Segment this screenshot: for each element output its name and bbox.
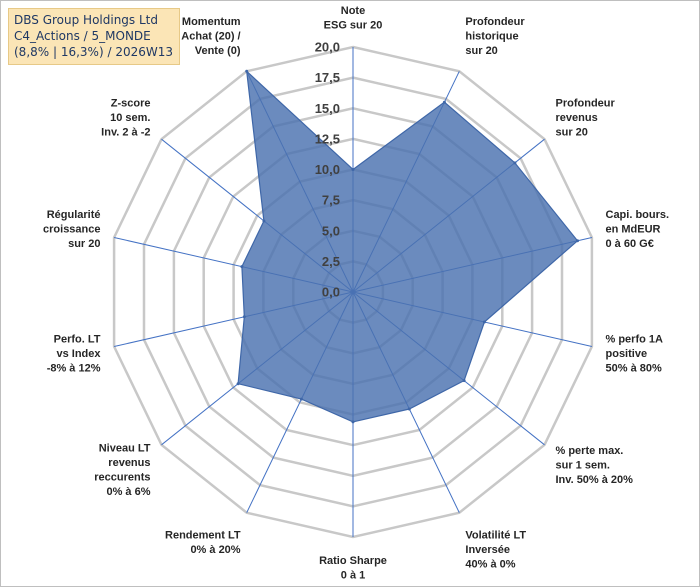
tick-label: 15,0 (315, 101, 340, 116)
axis-label-line: Momentum (182, 16, 241, 28)
axis-label: Perfo. LT vs Index -8% à 12% (47, 333, 102, 374)
tick-label: 2,5 (322, 254, 340, 269)
axis-label: Rendement LT 0% à 20% (165, 529, 241, 556)
data-point (482, 320, 486, 324)
data-point (236, 382, 240, 386)
radar-axis-labels: Note ESG sur 20 Profondeur historique sur 20… (43, 5, 669, 582)
data-point (576, 239, 579, 243)
axis-label-line: 10 sem. (110, 112, 150, 124)
axis-label-line: Volatilité LT (465, 529, 526, 541)
axis-label-line: Z-score (111, 98, 151, 110)
axis-label: Volatilité LT Inversée 40% à 0% (465, 529, 526, 570)
tick-label: 12,5 (315, 131, 340, 146)
axis-label-line: Perfo. LT (54, 333, 101, 345)
data-point (442, 100, 446, 104)
data-point (245, 69, 249, 73)
axis-label-line: sur 1 sem. (556, 460, 610, 472)
axis-label-line: revenus (556, 112, 598, 124)
axis-label-line: Capi. bours. (606, 209, 670, 221)
axis-label-line: 0% à 6% (106, 486, 150, 498)
chart-title-box: DBS Group Holdings Ltd C4_Actions / 5_MO… (8, 8, 180, 65)
axis-label-line: Rendement LT (165, 529, 241, 541)
axis-label-line: 0 à 1 (341, 570, 365, 582)
axis-label: Niveau LT revenus reccurents 0% à 6% (94, 442, 151, 498)
axis-label-line: Note (341, 5, 365, 17)
axis-label-line: % perte max. (556, 445, 624, 457)
data-point (299, 397, 303, 401)
axis-label: % perte max. sur 1 sem. Inv. 50% à 20% (556, 445, 634, 486)
tick-label: 7,5 (322, 193, 340, 208)
axis-label-line: Inv. 50% à 20% (556, 474, 634, 486)
radar-series (236, 69, 579, 424)
axis-label: Capi. bours. en MdEUR 0 à 60 G€ (606, 209, 670, 250)
tick-label: 20,0 (315, 40, 340, 55)
axis-label-line: 40% à 0% (465, 558, 515, 570)
axis-label-line: Profondeur (465, 16, 525, 28)
axis-label-line: Profondeur (556, 98, 616, 110)
data-point (262, 219, 266, 223)
axis-label-line: positive (606, 348, 648, 360)
axis-label-line: sur 20 (68, 238, 100, 250)
data-point (351, 420, 355, 424)
data-point (240, 265, 244, 269)
axis-label-line: Inversée (465, 544, 510, 556)
axis-label-line: ESG sur 20 (324, 20, 383, 32)
axis-label-line: Vente (0) (195, 45, 241, 57)
axis-label-line: % perfo 1A (606, 333, 664, 345)
axis-label-line: -8% à 12% (47, 362, 101, 374)
axis-label: % perfo 1A positive 50% à 80% (606, 333, 664, 374)
data-point (462, 379, 466, 383)
tick-label: 10,0 (315, 162, 340, 177)
axis-label-line: revenus (108, 457, 150, 469)
axis-label: Profondeur historique sur 20 (465, 16, 525, 57)
axis-label-line: Ratio Sharpe (319, 555, 387, 567)
axis-label-line: 50% à 80% (606, 362, 662, 374)
axis-label-line: sur 20 (465, 45, 497, 57)
axis-label-line: en MdEUR (606, 224, 661, 236)
axis-label: Note ESG sur 20 (324, 5, 383, 32)
tick-label: 0,0 (322, 285, 340, 300)
axis-label-line: Régularité (47, 209, 101, 221)
axis-label: Ratio Sharpe 0 à 1 (319, 555, 387, 582)
axis-label-line: Achat (20) / (181, 31, 240, 43)
tick-label: 17,5 (315, 70, 340, 85)
axis-label: Régularité croissance sur 20 (43, 209, 100, 250)
axis-label-line: historique (465, 31, 518, 43)
data-point (351, 168, 355, 171)
axis-label: Momentum Achat (20) / Vente (0) (181, 16, 241, 57)
axis-label: Profondeur revenus sur 20 (556, 98, 616, 139)
data-point (407, 407, 411, 411)
axis-label-line: reccurents (94, 471, 150, 483)
axis-label-line: Niveau LT (99, 442, 151, 454)
axis-label-line: sur 20 (556, 127, 588, 139)
axis-label-line: Inv. 2 à -2 (101, 127, 150, 139)
title-line-1: DBS Group Holdings Ltd (14, 13, 158, 27)
axis-label-line: vs Index (56, 348, 101, 360)
title-line-3: (8,8% | 16,3%) / 2026W13 (14, 45, 173, 59)
axis-label-line: croissance (43, 224, 100, 236)
data-point (242, 315, 246, 319)
tick-label: 5,0 (322, 223, 340, 238)
radar-tick-labels: 0,0 2,5 5,0 7,5 10,0 12,5 15,0 17,5 20,0 (315, 40, 340, 300)
axis-label-line: 0% à 20% (190, 544, 240, 556)
axis-label: Z-score 10 sem. Inv. 2 à -2 (101, 98, 150, 139)
axis-label-line: 0 à 60 G€ (606, 238, 654, 250)
data-point (513, 161, 517, 165)
title-line-2: C4_Actions / 5_MONDE (14, 29, 151, 43)
